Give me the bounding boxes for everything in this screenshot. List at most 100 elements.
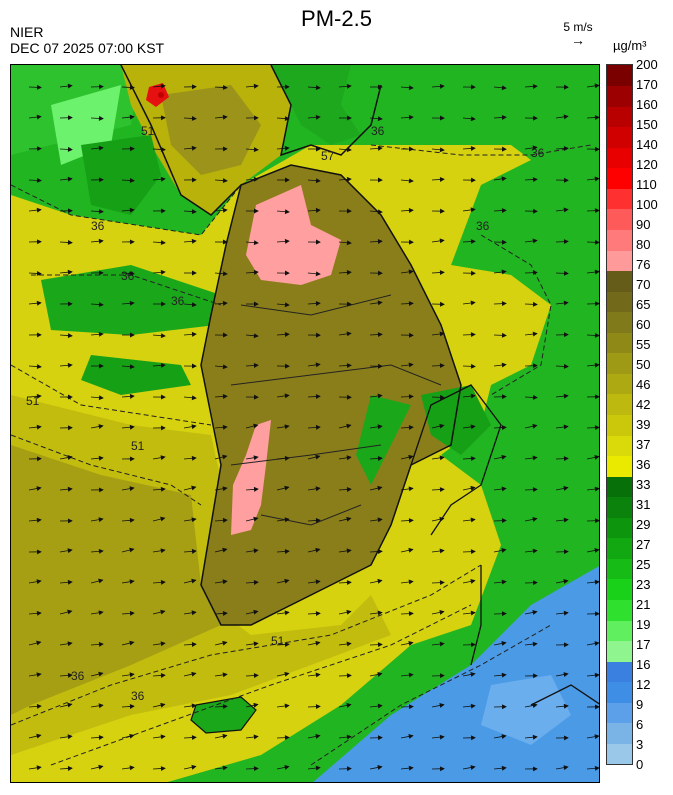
wind-arrow-head bbox=[160, 362, 166, 368]
wind-arrow-head bbox=[594, 176, 599, 182]
wind-arrow-head bbox=[191, 84, 197, 90]
wind-arrow-head bbox=[98, 548, 104, 554]
wind-arrow-head bbox=[98, 270, 104, 276]
colorbar-swatch bbox=[607, 373, 632, 395]
wind-arrow-head bbox=[346, 673, 352, 679]
wind-arrow-head bbox=[67, 518, 73, 524]
timestamp-label: DEC 07 2025 07:00 KST bbox=[10, 40, 165, 56]
wind-arrow-head bbox=[346, 609, 352, 615]
wind-arrow-head bbox=[36, 332, 42, 338]
wind-arrow-head bbox=[36, 114, 42, 120]
colorbar-swatch bbox=[607, 167, 632, 189]
wind-arrow-head bbox=[501, 114, 507, 120]
wind-arrow-head bbox=[563, 84, 569, 90]
wind-arrow-head bbox=[129, 672, 135, 678]
wind-arrow-head bbox=[408, 424, 414, 430]
wind-arrow-head bbox=[67, 240, 73, 245]
wind-arrow-head bbox=[408, 178, 414, 184]
wind-arrow-head bbox=[284, 331, 290, 337]
wind-arrow-head bbox=[129, 364, 135, 370]
wind-arrow-head bbox=[532, 766, 538, 772]
wind-arrow-head bbox=[67, 115, 73, 121]
wind-arrow-head bbox=[67, 548, 73, 554]
colorbar-swatch bbox=[607, 517, 632, 539]
wind-arrow-head bbox=[98, 487, 104, 493]
colorbar-swatch bbox=[607, 455, 632, 477]
wind-arrow-head bbox=[191, 517, 197, 523]
map-title: PM-2.5 bbox=[301, 6, 372, 31]
wind-arrow-head bbox=[594, 486, 599, 492]
wind-arrow-head bbox=[98, 209, 104, 214]
wind-arrow-head bbox=[284, 145, 290, 151]
wind-arrow-head bbox=[408, 301, 414, 306]
wind-arrow-head bbox=[377, 145, 383, 151]
wind-arrow-head bbox=[222, 454, 228, 460]
wind-arrow-head bbox=[129, 765, 135, 771]
wind-arrow-head bbox=[470, 642, 476, 648]
wind-arrow-head bbox=[439, 455, 445, 461]
wind-arrow-head bbox=[253, 673, 259, 678]
wind-arrow-head bbox=[377, 424, 383, 430]
colorbar-swatch bbox=[607, 291, 632, 313]
colorbar-tick-label: 27 bbox=[636, 537, 651, 552]
wind-arrow-head bbox=[470, 393, 476, 399]
contour-label: 36 bbox=[476, 219, 490, 233]
wind-arrow-head bbox=[470, 239, 476, 244]
olive-zone-sw-sea bbox=[11, 445, 221, 715]
wind-arrow-head bbox=[408, 579, 414, 585]
colorbar-tick-label: 55 bbox=[636, 337, 651, 352]
wind-arrow-head bbox=[222, 517, 228, 523]
wind-arrow-head bbox=[532, 548, 538, 554]
wind-arrow-head bbox=[36, 146, 42, 152]
colorbar-swatch bbox=[607, 743, 632, 765]
wind-arrow-head bbox=[501, 301, 507, 307]
wind-arrow-head bbox=[532, 83, 538, 89]
wind-arrow-head bbox=[67, 672, 73, 678]
contour-label: 36 bbox=[91, 219, 105, 233]
colorbar-tick-label: 21 bbox=[636, 597, 651, 612]
contour-line-e bbox=[11, 564, 482, 726]
wind-arrow-head bbox=[408, 239, 414, 245]
wind-arrow-head bbox=[36, 393, 42, 399]
pm25-map[interactable]: 36 51 57 36 36 36 36 51 36 51 36 36 51 bbox=[10, 64, 600, 783]
wind-arrow-head bbox=[36, 672, 42, 678]
wind-arrow-head bbox=[315, 704, 321, 710]
wind-arrow-head bbox=[563, 485, 569, 491]
wind-arrow-head bbox=[346, 208, 352, 214]
wind-arrow-head bbox=[346, 766, 352, 772]
wind-arrow-head bbox=[36, 703, 42, 709]
colorbar-swatch bbox=[607, 85, 632, 107]
wind-arrow-head bbox=[346, 580, 352, 585]
wind-arrow-head bbox=[563, 579, 569, 584]
wind-arrow-head bbox=[439, 147, 445, 153]
colorbar-tick-label: 3 bbox=[636, 737, 644, 752]
wind-arrow-head bbox=[98, 238, 104, 244]
colorbar-swatch bbox=[607, 599, 632, 621]
wind-arrow-head bbox=[36, 271, 42, 276]
colorbar-swatch bbox=[607, 250, 632, 272]
wind-arrow-head bbox=[98, 578, 104, 584]
wind-arrow-head bbox=[284, 363, 290, 369]
wind-arrow-head bbox=[501, 85, 507, 91]
wind-arrow-head bbox=[284, 517, 290, 523]
wind-arrow-head bbox=[253, 269, 259, 275]
wind-arrow-head bbox=[191, 610, 197, 616]
wind-arrow-head bbox=[408, 704, 414, 710]
wind-arrow-head bbox=[284, 238, 290, 244]
wind-arrow-head bbox=[253, 147, 259, 153]
wind-arrow-head bbox=[594, 394, 599, 400]
wind-arrow-head bbox=[346, 301, 352, 307]
wind-arrow-head bbox=[501, 672, 507, 678]
jeju-island bbox=[190, 696, 257, 734]
colorbar-swatch bbox=[607, 496, 632, 518]
wind-arrow-head bbox=[563, 393, 569, 399]
wind-arrow-head bbox=[129, 84, 135, 90]
wind-arrow-head bbox=[408, 207, 414, 213]
contour-label: 51 bbox=[141, 124, 155, 138]
wind-arrow-head bbox=[501, 734, 507, 740]
wind-arrow-head bbox=[470, 270, 476, 276]
wind-arrow-head bbox=[315, 640, 321, 646]
wind-arrow-head bbox=[408, 454, 414, 460]
wind-arrow-head bbox=[346, 83, 352, 89]
